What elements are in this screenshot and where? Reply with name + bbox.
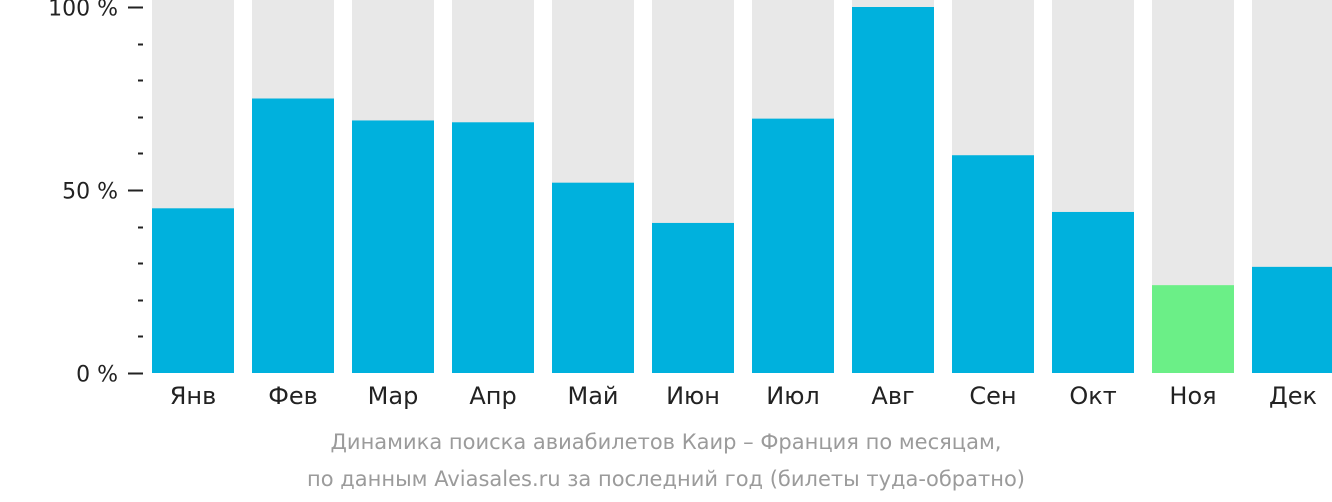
x-tick-label: Фев bbox=[268, 382, 318, 410]
bar-8 bbox=[852, 7, 934, 373]
x-tick-label: Сен bbox=[969, 382, 1016, 410]
x-tick-label: Май bbox=[567, 382, 618, 410]
bar-6 bbox=[652, 222, 734, 373]
y-tick-label: 100 % bbox=[48, 0, 118, 22]
bar-10 bbox=[1052, 211, 1134, 373]
x-tick-label: Апр bbox=[469, 382, 516, 410]
bar-9 bbox=[952, 155, 1034, 373]
bar-2 bbox=[252, 98, 334, 373]
y-tick-label: 0 % bbox=[76, 363, 118, 388]
bars bbox=[152, 0, 1332, 374]
x-tick-label: Авг bbox=[871, 382, 914, 410]
x-axis-labels: Янв Фев Мар Апр Май Июн Июл Авг Сен Окт Ноя Дек bbox=[170, 382, 1317, 410]
x-tick-label: Июл bbox=[766, 382, 820, 410]
x-tick-label: Янв bbox=[170, 382, 217, 410]
bar-4 bbox=[452, 122, 534, 373]
x-tick-label: Ноя bbox=[1169, 382, 1216, 410]
x-tick-label: Июн bbox=[666, 382, 720, 410]
bar-5 bbox=[552, 182, 634, 373]
y-tick-label: 50 % bbox=[62, 180, 118, 205]
bar-1 bbox=[152, 208, 234, 373]
chart-caption-line-1: Динамика поиска авиабилетов Каир – Франц… bbox=[330, 430, 1002, 454]
bar-11 bbox=[1152, 285, 1234, 373]
x-tick-label: Мар bbox=[368, 382, 419, 410]
bar-7 bbox=[752, 118, 834, 373]
y-axis: 0 % 50 % 100 % bbox=[48, 0, 143, 388]
bar-3 bbox=[352, 120, 434, 374]
x-tick-label: Дек bbox=[1269, 382, 1317, 410]
x-tick-label: Окт bbox=[1069, 382, 1116, 410]
chart-caption-line-2: по данным Aviasales.ru за последний год … bbox=[307, 467, 1025, 491]
bar-12 bbox=[1252, 266, 1332, 373]
